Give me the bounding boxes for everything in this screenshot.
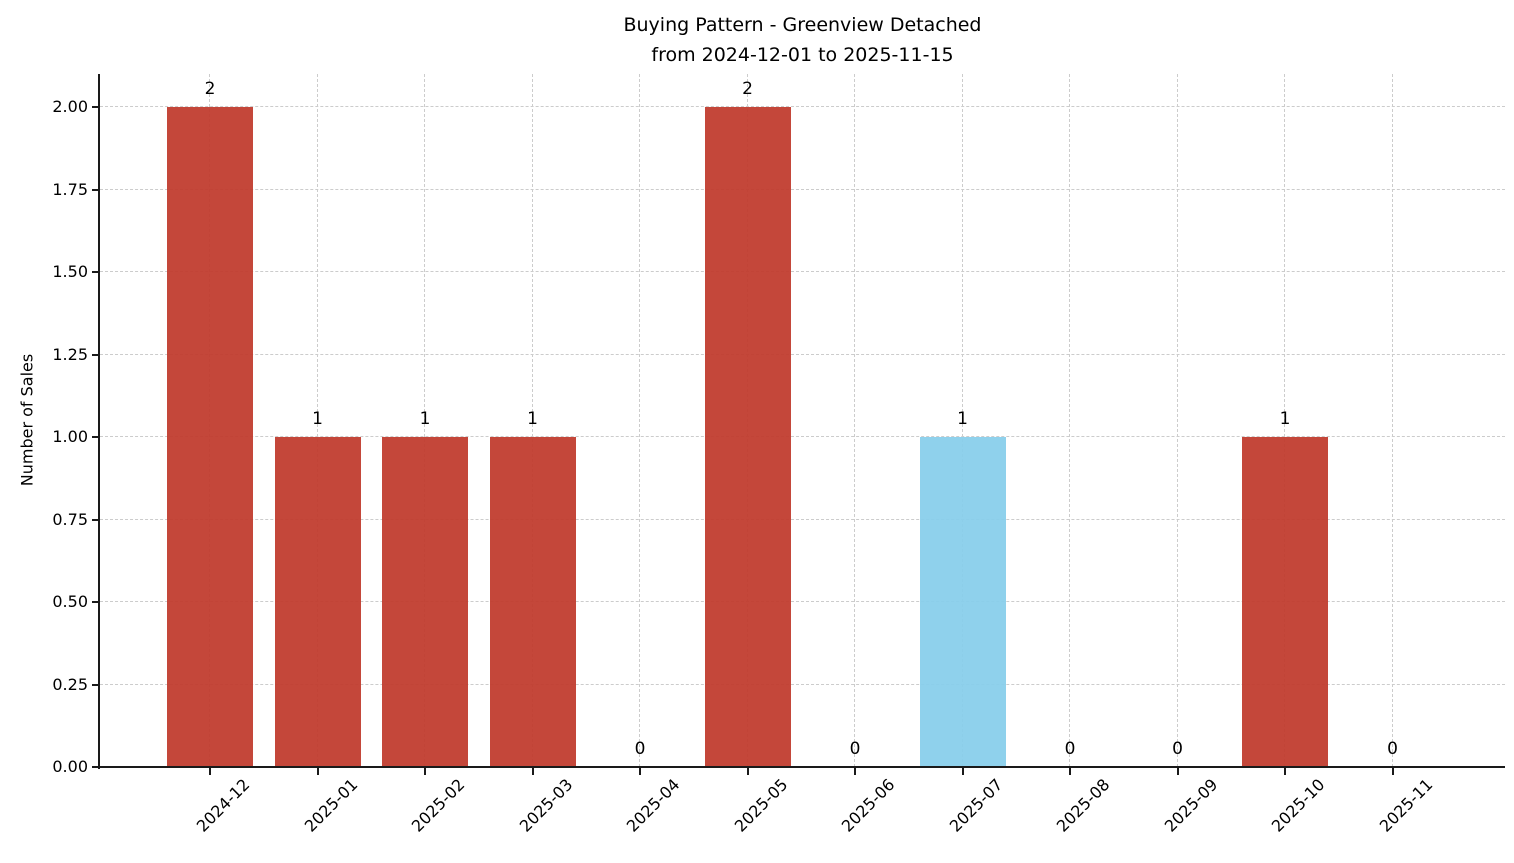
bar-2025-10 [1242, 437, 1328, 767]
bar-value-label: 1 [312, 409, 323, 429]
x-tick-label: 2025-08 [1052, 775, 1114, 836]
bar-value-label: 0 [1064, 739, 1076, 759]
x-tick-label: 2025-11 [1375, 775, 1436, 836]
bar-value-label: 1 [527, 409, 538, 429]
y-axis-spine [98, 74, 100, 769]
v-gridline [639, 74, 640, 767]
x-tick-mark [316, 768, 319, 775]
bar-value-label: 0 [1387, 739, 1398, 759]
chart-title: Buying Pattern - Greenview Detached from… [100, 10, 1505, 70]
x-tick-label: 2025-04 [622, 775, 684, 836]
x-tick-label: 2025-09 [1160, 775, 1221, 836]
chart-title-line1: Buying Pattern - Greenview Detached [623, 14, 982, 36]
y-tick-label: 1.00 [52, 427, 88, 446]
y-tick-label: 1.25 [52, 344, 88, 364]
v-gridline [531, 74, 533, 767]
y-tick-mark [92, 683, 100, 686]
y-tick-mark [92, 518, 100, 521]
x-tick-mark [424, 768, 426, 775]
y-tick-mark [92, 601, 100, 603]
bar-value-label: 0 [634, 739, 646, 759]
x-tick-mark [854, 768, 856, 775]
y-tick-mark [92, 188, 100, 191]
x-tick-label: 2025-02 [407, 775, 469, 836]
bar-value-label: 1 [957, 409, 968, 429]
y-axis-label: Number of Sales [17, 353, 37, 487]
bar-value-label: 1 [419, 409, 431, 429]
y-tick-label: 0.00 [52, 757, 88, 776]
x-tick-label: 2025-07 [945, 775, 1006, 836]
y-tick-mark [92, 271, 100, 273]
y-tick-mark [92, 766, 100, 768]
bar-value-label: 0 [849, 739, 861, 759]
bar-value-label: 1 [1279, 409, 1291, 429]
h-gridline [100, 518, 1505, 520]
y-tick-mark [92, 436, 100, 438]
h-gridline [100, 436, 1505, 437]
v-gridline [854, 74, 855, 767]
bar-2025-05 [704, 107, 791, 767]
y-tick-label: 1.75 [52, 179, 88, 199]
chart-title-line2: from 2024-12-01 to 2025-11-15 [651, 44, 954, 66]
bar-2025-07 [919, 437, 1006, 767]
x-tick-label: 2025-01 [300, 775, 361, 836]
x-tick-mark [746, 768, 749, 775]
x-axis-spine [98, 766, 1505, 768]
x-tick-mark [531, 768, 534, 775]
h-gridline [100, 106, 1505, 107]
x-tick-label: 2024-12 [192, 775, 254, 836]
x-tick-label: 2025-05 [730, 775, 791, 836]
x-tick-label: 2025-03 [515, 775, 576, 836]
x-tick-mark [1284, 768, 1286, 775]
x-tick-mark [961, 768, 964, 775]
v-gridline [1069, 74, 1070, 767]
v-gridline [1284, 74, 1285, 767]
bar-value-label: 2 [204, 79, 216, 99]
y-tick-label: 0.75 [52, 509, 88, 529]
x-tick-label: 2025-10 [1267, 775, 1329, 836]
bar-2025-01 [274, 437, 361, 767]
bar-value-label: 0 [1172, 739, 1183, 759]
y-tick-label: 0.50 [52, 592, 88, 611]
v-gridline [1176, 74, 1178, 767]
v-gridline [1391, 74, 1393, 767]
x-tick-mark [1391, 768, 1394, 775]
h-gridline [100, 188, 1505, 190]
h-gridline [100, 683, 1505, 685]
x-tick-mark [209, 768, 211, 775]
v-gridline [961, 74, 963, 767]
bar-value-label: 2 [742, 79, 753, 99]
bar-2025-03 [489, 437, 576, 767]
x-tick-mark [1176, 768, 1179, 775]
x-tick-mark [1069, 768, 1071, 775]
y-tick-label: 0.25 [52, 674, 88, 694]
x-tick-label: 2025-06 [837, 775, 899, 836]
h-gridline [100, 601, 1505, 602]
bar-2025-02 [382, 437, 468, 767]
h-gridline [100, 271, 1505, 272]
h-gridline [100, 353, 1505, 355]
bar-2024-12 [167, 107, 253, 767]
x-tick-mark [639, 768, 641, 775]
y-tick-mark [92, 106, 100, 108]
y-tick-mark [92, 353, 100, 356]
y-tick-label: 1.50 [52, 262, 88, 281]
y-tick-label: 2.00 [52, 97, 88, 116]
v-gridline [424, 74, 425, 767]
v-gridline [316, 74, 318, 767]
